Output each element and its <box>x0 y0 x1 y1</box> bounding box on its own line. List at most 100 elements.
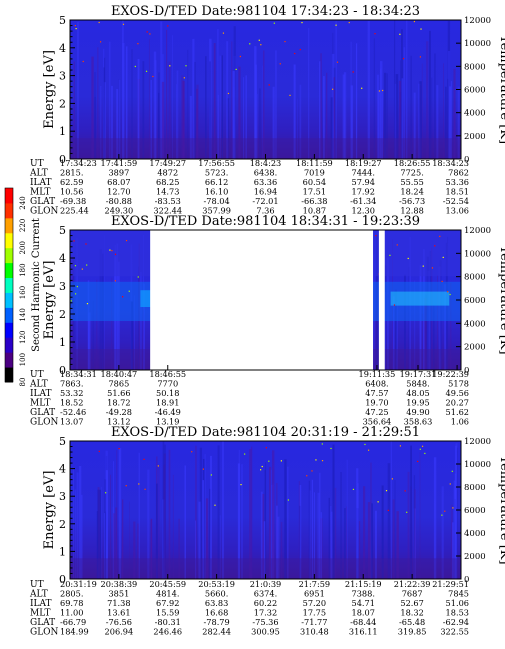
noise-dot <box>299 48 301 51</box>
noise-dot <box>185 65 187 67</box>
table-cell: 18.72 <box>107 398 130 408</box>
table-cell: 19.95 <box>406 398 429 408</box>
texture-streak <box>394 289 398 370</box>
texture-streak <box>441 486 444 579</box>
table-cell: 53.36 <box>446 177 469 187</box>
low-energy-band <box>70 558 461 579</box>
texture-streak <box>76 472 79 579</box>
table-cell: 6408. <box>365 379 388 389</box>
table-cell: -75.36 <box>252 617 278 627</box>
noise-dot <box>81 268 83 270</box>
texture-streak <box>297 98 298 159</box>
noise-dot <box>449 483 451 485</box>
texture-streak <box>413 92 416 159</box>
texture-streak <box>243 77 245 159</box>
y2-tick-label: 2000 <box>464 552 486 562</box>
table-cell: 60.54 <box>303 177 326 187</box>
table-cell: 18.32 <box>400 608 423 618</box>
noise-dot <box>301 21 303 24</box>
texture-streak <box>444 284 447 370</box>
texture-streak <box>118 79 121 159</box>
texture-streak <box>455 443 458 579</box>
noise-dot <box>118 447 120 450</box>
table-cell: 54.71 <box>352 598 375 608</box>
texture-streak <box>121 20 124 159</box>
y2-tick-label: 10000 <box>464 249 491 259</box>
noise-dot <box>280 460 282 462</box>
noise-dot <box>70 300 72 302</box>
table-cell: -56.73 <box>399 196 425 206</box>
noise-dot <box>420 28 422 30</box>
table-cell: 7770 <box>157 379 178 389</box>
table-cell: 18:19:27 <box>345 158 382 168</box>
y2-tick-label: 6000 <box>464 506 486 516</box>
noise-dot <box>381 89 384 92</box>
noise-dot <box>74 265 77 267</box>
texture-streak <box>161 499 165 579</box>
texture-streak <box>367 20 370 159</box>
colorbar-swatch <box>5 188 13 204</box>
y-tick-label: 3 <box>59 70 66 83</box>
colorbar-swatch <box>5 367 13 383</box>
texture-streak <box>77 22 79 159</box>
y2-tick-label: 6000 <box>464 296 486 306</box>
texture-streak <box>198 501 201 579</box>
texture-streak <box>150 518 153 579</box>
colorbar-tick-label: 160 <box>19 286 27 299</box>
table-cell: -66.79 <box>60 617 86 627</box>
texture-streak <box>241 464 243 579</box>
table-cell: -49.28 <box>106 407 132 417</box>
row-label-ilat: ILAT <box>30 178 52 188</box>
row-label-ilat: ILAT <box>30 599 52 609</box>
noise-dot <box>76 285 78 288</box>
texture-streak <box>111 277 113 370</box>
y2-tick-label: 4000 <box>464 109 486 119</box>
texture-streak <box>379 61 383 160</box>
texture-streak <box>104 479 107 579</box>
y2-tick-label: 0 <box>464 366 469 376</box>
noise-dot <box>222 32 225 34</box>
noise-dot <box>449 293 451 296</box>
noise-dot <box>389 254 391 256</box>
table-cell: 12.70 <box>107 187 130 197</box>
texture-streak <box>209 61 211 160</box>
noise-dot <box>385 490 388 492</box>
table-cell: 6951 <box>304 589 325 599</box>
row-label-glon: GLON <box>30 418 59 428</box>
noise-dot <box>85 243 87 245</box>
table-cell: 13.61 <box>107 608 130 618</box>
table-cell: 13.07 <box>60 417 83 427</box>
texture-streak <box>450 282 452 370</box>
table-cell: 5848. <box>406 379 429 389</box>
texture-streak <box>116 450 118 579</box>
texture-streak <box>227 98 230 159</box>
texture-streak <box>210 455 212 579</box>
texture-streak <box>103 48 105 159</box>
colorbar-swatch <box>5 202 13 219</box>
texture-streak <box>376 74 380 159</box>
texture-streak <box>219 515 221 579</box>
texture-streak <box>103 67 105 159</box>
row-label-alt: ALT <box>29 169 48 179</box>
texture-streak <box>396 302 398 370</box>
texture-streak <box>454 473 457 579</box>
texture-streak <box>410 445 412 579</box>
table-cell: 12.88 <box>400 206 423 216</box>
y-tick-label: 1 <box>59 545 66 558</box>
table-cell: 68.07 <box>107 177 130 187</box>
y-tick-label: 2 <box>59 97 66 110</box>
noise-dot <box>399 445 402 447</box>
y2-tick-label: 0 <box>464 155 469 165</box>
colorbar-tick-label: 80 <box>19 378 27 387</box>
texture-streak <box>112 506 114 579</box>
table-cell: 7862 <box>448 168 469 178</box>
texture-streak <box>118 448 122 579</box>
texture-streak <box>249 449 252 579</box>
texture-streak <box>332 444 335 579</box>
y2-tick-label: 10000 <box>464 460 491 470</box>
texture-streak <box>176 70 179 159</box>
table-cell: 11.00 <box>60 608 83 618</box>
texture-streak <box>335 21 337 160</box>
noise-dot <box>306 475 308 477</box>
noise-dot <box>431 267 434 269</box>
